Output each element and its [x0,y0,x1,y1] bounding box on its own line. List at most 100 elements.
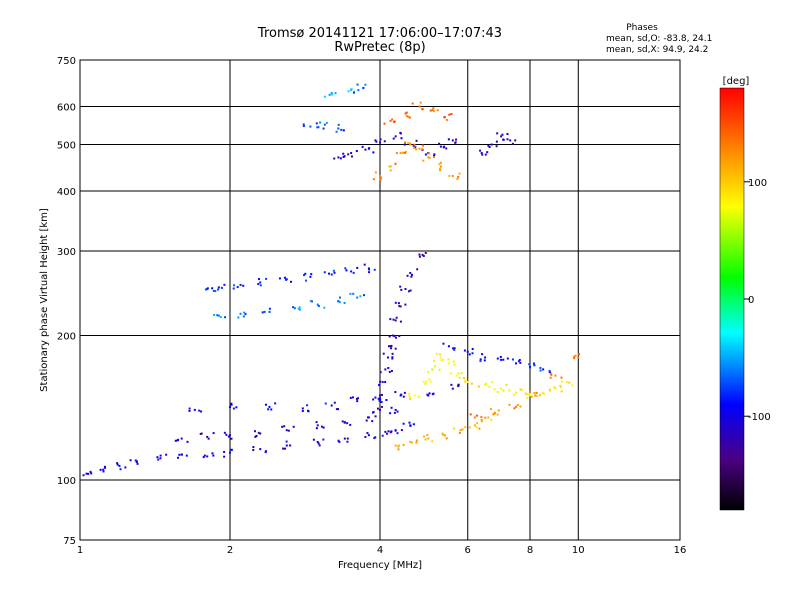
data-point [252,446,255,449]
data-point [232,287,235,290]
chart-title: Tromsø 20141121 17:06:00–17:07:43 [257,26,503,41]
data-point [388,335,391,338]
data-point [317,442,320,445]
data-point [400,393,403,396]
data-point [461,428,464,431]
data-point [431,368,434,371]
data-point [475,414,478,417]
data-point [450,383,453,386]
data-point [399,320,402,323]
data-point [371,420,374,423]
data-point [442,358,445,361]
data-point [350,152,353,155]
data-point [477,385,480,388]
y-tick-label: 300 [57,247,76,258]
data-point [357,89,360,92]
data-point [322,426,325,429]
data-point [439,356,442,359]
data-point [394,391,397,394]
data-point [302,123,305,126]
chart-subtitle: RwPretec (8p) [334,40,426,55]
data-point [383,122,386,125]
data-point [255,434,258,437]
data-point [235,406,238,409]
data-point [337,156,340,159]
data-point [432,107,435,110]
data-point [342,129,345,132]
data-point [365,419,368,422]
data-point [230,448,233,451]
data-point [393,411,396,414]
data-point [340,128,343,131]
data-point [258,278,261,281]
plot-frame [79,59,681,541]
data-point [475,426,478,429]
data-point [484,153,487,156]
data-point [159,457,162,460]
data-point [389,412,392,415]
data-point [379,394,381,397]
data-point [402,443,405,446]
data-point [384,430,387,433]
data-point [431,393,434,396]
data-point [174,439,177,442]
data-point [223,455,226,458]
data-point [495,145,498,148]
data-point [389,318,392,321]
data-point [433,359,436,362]
data-point [216,314,219,317]
data-point [428,378,431,381]
data-point [379,408,381,411]
data-point [468,353,471,356]
data-point [442,433,445,436]
data-point [362,294,365,297]
data-point [119,468,122,471]
data-point [375,140,378,143]
data-point [408,395,411,398]
data-point [502,138,505,141]
data-point [433,154,436,157]
data-point [404,141,407,144]
data-point [399,305,402,308]
phases-o-stats: mean, sd,O: -83.8, 24.1 [606,34,713,44]
data-point [99,468,102,471]
data-point [373,268,376,271]
data-point [506,133,509,136]
data-point [512,393,515,396]
data-point [533,364,536,367]
data-point [254,435,257,438]
data-point [480,420,483,423]
data-point [399,152,402,155]
data-point [319,121,322,124]
data-point [391,352,394,355]
x-tick-label: 4 [377,545,383,556]
data-point [372,151,375,154]
data-point [445,437,448,440]
data-point [387,430,390,433]
data-point [332,269,335,272]
data-point [550,373,553,376]
data-point [230,437,233,440]
data-point [364,436,367,439]
data-point [379,398,382,401]
data-point [392,137,395,140]
data-point [450,113,453,116]
data-point [304,272,307,275]
data-point [352,91,355,94]
data-point [539,366,542,369]
data-point [471,348,474,351]
data-point [447,138,450,141]
data-point [204,288,207,291]
data-point [351,155,354,158]
data-point [445,118,448,121]
data-point [283,425,286,428]
data-point [439,169,442,172]
data-point [278,277,281,280]
data-point [212,432,215,435]
data-point [366,432,369,435]
data-point [259,448,262,451]
data-point [350,88,353,91]
x-axis-label: Frequency [MHz] [338,560,422,571]
data-point [102,468,105,471]
x-tick-label: 2 [227,545,233,556]
